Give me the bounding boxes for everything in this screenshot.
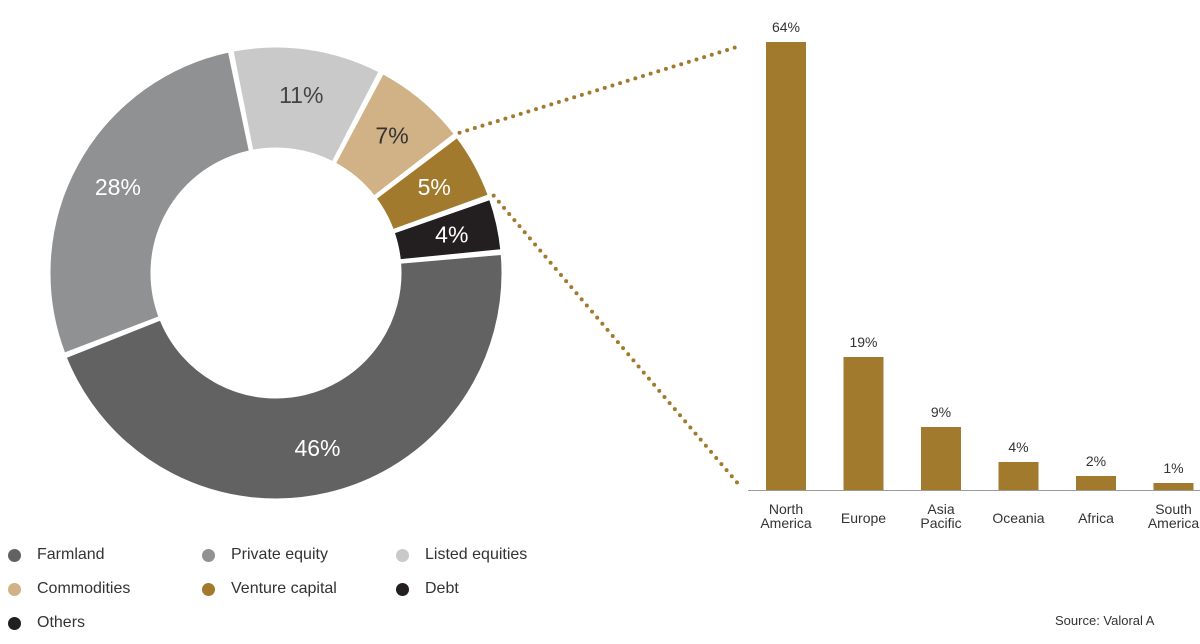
legend-label: Farmland	[37, 546, 105, 563]
legend-label: Debt	[425, 580, 459, 597]
legend-item-commodities: Commodities	[8, 572, 202, 606]
legend-swatch	[8, 616, 21, 630]
bar-asia-pacific	[921, 427, 961, 490]
bar-value-label: 4%	[1008, 439, 1028, 455]
bar-category-label: South America	[1148, 501, 1200, 531]
legend-item-private-equity: Private equity	[202, 538, 396, 572]
bar-oceania	[998, 462, 1039, 490]
legend-swatch	[8, 582, 21, 596]
donut-label-listed-equities: 11%	[279, 82, 323, 108]
connector-top	[457, 44, 742, 135]
bar-value-label: 2%	[1086, 453, 1106, 469]
bar-value-label: 19%	[849, 334, 877, 350]
legend-item-listed-equities: Listed equities	[396, 538, 596, 572]
donut-slice-farmland	[63, 251, 505, 502]
donut-label-venture-capital: 5%	[418, 174, 451, 200]
donut-slice-debt	[391, 196, 504, 263]
bar-value-label: 9%	[931, 404, 951, 420]
legend-label: Private equity	[231, 546, 328, 563]
donut-label-farmland: 46%	[294, 435, 340, 461]
legend-label: Venture capital	[231, 580, 337, 597]
legend-swatch	[202, 548, 215, 562]
legend-swatch	[396, 582, 409, 596]
legend-label: Commodities	[37, 580, 131, 597]
bar-category-label: Oceania	[992, 510, 1044, 526]
bar-north-america	[766, 42, 806, 490]
legend: Farmland Private equity Listed equities Com…	[8, 538, 596, 640]
donut-label-private-equity: 28%	[95, 174, 141, 200]
donut-label-debt: 4%	[435, 221, 468, 247]
donut-label-commodities: 7%	[375, 122, 408, 148]
donut-chart: 46% 28% 11% 7% 5% 4%	[47, 44, 505, 502]
legend-item-debt: Debt	[396, 572, 596, 606]
legend-item-others: Others	[8, 606, 202, 640]
bar-value-label: 1%	[1163, 460, 1183, 476]
bar-category-label: Europe	[841, 510, 886, 526]
donut-slice-listed-equities	[230, 44, 383, 165]
bar-value-label: 64%	[772, 19, 800, 35]
connector-bottom	[491, 193, 742, 488]
bar-category-label: Africa	[1078, 510, 1114, 526]
legend-label: Others	[37, 614, 86, 631]
bar-chart: 64% North America 19% Europe 9% Asia Pacific 4% O…	[748, 19, 1200, 531]
legend-swatch	[396, 548, 409, 562]
legend-item-farmland: Farmland	[8, 538, 202, 572]
donut-slice-venture-capital	[372, 134, 492, 233]
legend-label: Listed equities	[425, 546, 528, 563]
donut-slice-private-equity	[47, 49, 253, 357]
bar-europe	[843, 357, 884, 490]
legend-swatch	[202, 582, 215, 596]
bar-south-america	[1153, 483, 1194, 490]
donut-slice-commodities	[332, 70, 458, 200]
bar-category-label: North America	[760, 501, 812, 531]
legend-item-venture-capital: Venture capital	[202, 572, 396, 606]
connector-lines	[457, 44, 742, 488]
bar-category-label: Asia Pacific	[920, 501, 961, 531]
bar-africa	[1076, 476, 1116, 490]
source-note: Source: Valoral A	[1055, 613, 1155, 628]
legend-swatch	[8, 548, 21, 562]
